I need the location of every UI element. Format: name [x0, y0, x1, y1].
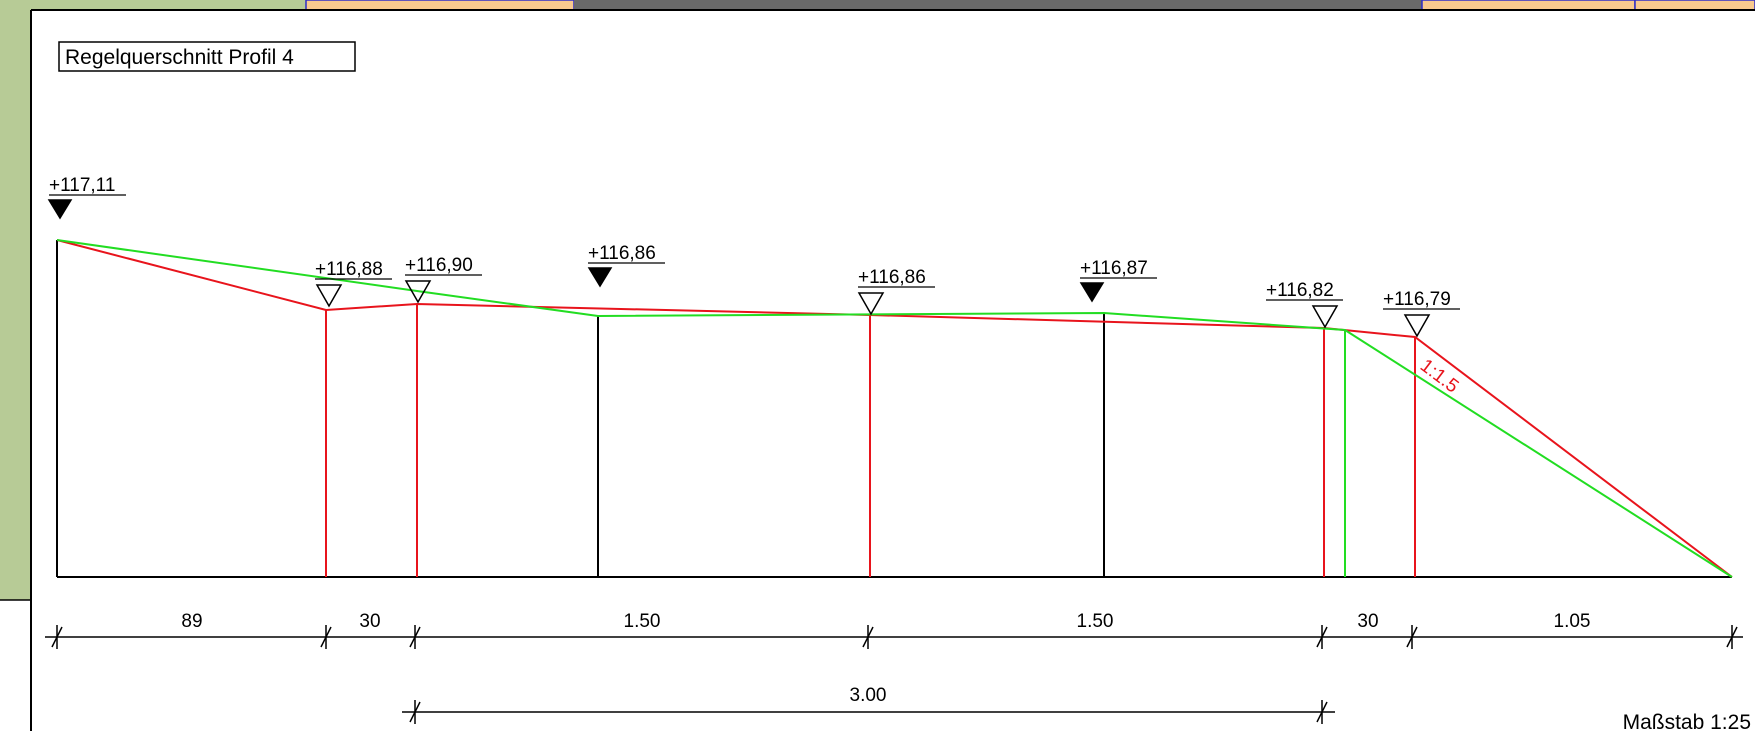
elevation-label: +116,87 — [1080, 258, 1148, 279]
dimension-slash — [409, 701, 421, 723]
elevation-marker-filled — [587, 267, 613, 288]
dimension-label: 30 — [1357, 611, 1378, 632]
elevation-marker-filled — [1079, 282, 1105, 303]
dimension-slash — [409, 626, 421, 648]
elevation-marker-open — [315, 284, 343, 308]
dimension-label: 30 — [359, 611, 380, 632]
elevation-marker-open — [857, 292, 885, 316]
top-panel-orange-3 — [1634, 0, 1755, 11]
elevation-label: +116,79 — [1383, 289, 1451, 310]
elevation-marker-open — [404, 280, 432, 304]
dimension-label: 1.05 — [1554, 611, 1591, 632]
dimension-slash — [1406, 626, 1418, 648]
dimension-slash — [320, 626, 332, 648]
dimension-label: 1.50 — [1077, 611, 1114, 632]
elevation-marker-filled — [47, 199, 73, 220]
elevation-marker-open — [1403, 314, 1431, 338]
title-box — [58, 41, 356, 72]
drawing-sheet — [31, 10, 1755, 731]
top-panel-orange-2 — [1421, 0, 1636, 11]
dimension-slash — [1726, 626, 1738, 648]
dimension-label: 89 — [181, 611, 202, 632]
elevation-label: +116,86 — [858, 267, 926, 288]
side-panel — [0, 0, 31, 600]
top-panel-left — [31, 0, 306, 10]
dimension-slash — [51, 626, 63, 648]
scale-label: Maßstab 1:25 — [1623, 711, 1751, 731]
dimension-slash — [1316, 701, 1328, 723]
elevation-marker-open — [1311, 305, 1339, 329]
elevation-label: +116,86 — [588, 243, 656, 264]
elevation-label: +116,82 — [1266, 280, 1334, 301]
drawing-title: Regelquerschnitt Profil 4 — [65, 46, 294, 69]
elevation-label: +116,88 — [315, 259, 383, 280]
dimension-slash — [1316, 626, 1328, 648]
top-panel-dark — [574, 0, 1422, 10]
dimension-label: 1.50 — [624, 611, 661, 632]
green-profile — [56, 239, 1733, 578]
elevation-label: +116,90 — [405, 255, 473, 276]
dimension-total-label: 3.00 — [850, 685, 887, 706]
dimension-slash — [862, 626, 874, 648]
elevation-label: +117,11 — [49, 175, 115, 196]
top-panel-orange-1 — [305, 0, 575, 11]
